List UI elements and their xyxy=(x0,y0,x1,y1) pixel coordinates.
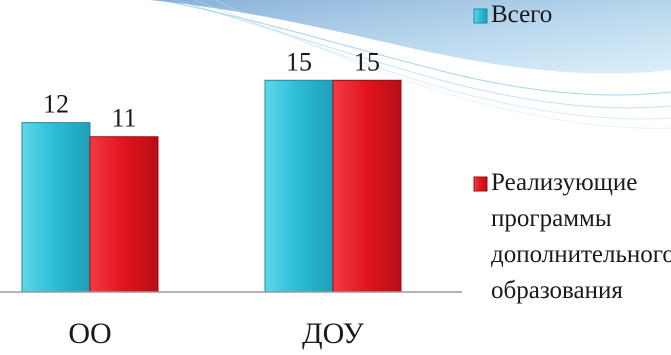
bar-vsego-dou xyxy=(264,79,334,293)
bar-vsego-oo xyxy=(21,122,91,293)
data-label: 11 xyxy=(111,104,136,133)
legend-label: Всего xyxy=(491,1,552,28)
category-label: ОО xyxy=(68,317,111,350)
data-label: 15 xyxy=(286,47,312,76)
legend-label: Реализующие xyxy=(491,169,637,196)
legend-label: дополнительного xyxy=(491,241,671,268)
decorative-wave xyxy=(150,0,671,129)
category-label: ДОУ xyxy=(302,317,364,350)
legend-label: программы xyxy=(491,205,612,232)
legend-swatch xyxy=(473,176,488,192)
legend-label: образования xyxy=(491,277,623,304)
data-label: 12 xyxy=(43,90,69,119)
legend-swatch xyxy=(473,8,488,24)
bar-realizuyuschie-oo xyxy=(89,136,159,293)
bar-realizuyuschie-dou xyxy=(332,79,402,293)
data-label: 15 xyxy=(354,47,380,76)
